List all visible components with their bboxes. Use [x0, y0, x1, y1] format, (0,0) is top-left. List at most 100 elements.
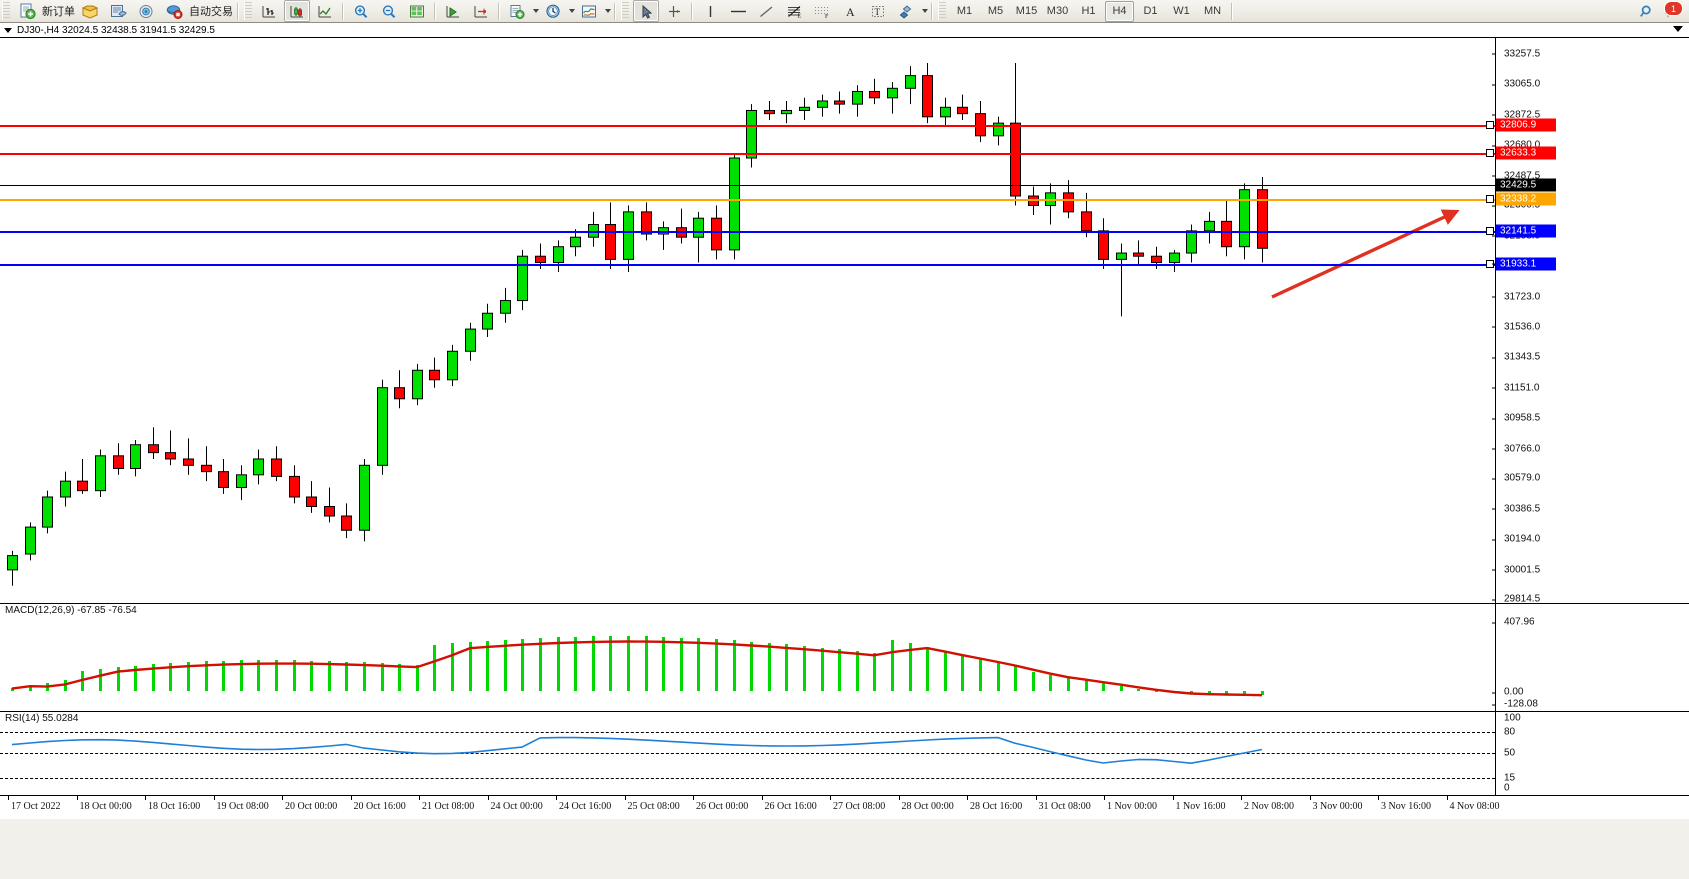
time-label: 25 Oct 08:00 [628, 801, 680, 812]
crosshair-icon[interactable] [661, 0, 687, 22]
time-tick [1173, 796, 1174, 800]
chart-scroll-indicator[interactable] [1673, 26, 1683, 32]
bar-chart-icon[interactable] [256, 0, 282, 22]
level-line-last-price[interactable] [0, 185, 1495, 186]
rsi-canvas[interactable]: RSI(14) 55.0284 [0, 712, 1495, 795]
price-tick: 30958.5 [1496, 413, 1540, 424]
templates-icon[interactable] [404, 0, 430, 22]
chart-toolbar-grip[interactable] [244, 2, 252, 20]
rsi-tick: 50 [1496, 748, 1515, 759]
level-price-label-support-lower[interactable]: 31933.1 [1496, 257, 1556, 270]
indicators-dropdown-caret[interactable] [533, 9, 539, 13]
auto-scroll-icon[interactable] [440, 0, 466, 22]
time-tick [8, 796, 9, 800]
vertical-line-icon[interactable] [697, 0, 723, 22]
channel-icon[interactable]: F [809, 0, 835, 22]
shapes-icon[interactable] [893, 0, 919, 22]
time-label: 26 Oct 16:00 [765, 801, 817, 812]
time-label: 19 Oct 08:00 [217, 801, 269, 812]
objects-toolbar-grip[interactable] [621, 2, 629, 20]
price-tick: 31723.0 [1496, 291, 1540, 302]
line-chart-icon[interactable] [312, 0, 338, 22]
level-anchor-pivot[interactable] [1486, 195, 1494, 203]
level-price-label-last-price[interactable]: 32429.5 [1496, 179, 1556, 192]
chart-window: DJ30-,H4 32024.5 32438.5 31941.5 32429.5 [0, 22, 1689, 865]
level-price-label-resistance-upper[interactable]: 32806.9 [1496, 119, 1556, 132]
price-canvas[interactable] [0, 38, 1495, 603]
toolbar-separator-4 [498, 3, 500, 20]
macd-signal-line [0, 604, 1495, 711]
indicators-icon[interactable] [504, 0, 530, 22]
chart-shift-icon[interactable] [468, 0, 494, 22]
search-icon[interactable] [1634, 0, 1660, 22]
level-line-resistance-upper[interactable] [0, 125, 1495, 127]
chart-menu-triangle[interactable] [4, 28, 12, 33]
templates-dropdown-caret[interactable] [605, 9, 611, 13]
level-line-resistance-lower[interactable] [0, 153, 1495, 155]
shapes-dropdown-caret[interactable] [922, 9, 928, 13]
data-window-icon[interactable] [105, 0, 131, 22]
level-price-label-pivot[interactable]: 32338.2 [1496, 193, 1556, 206]
level-anchor-support-upper[interactable] [1486, 227, 1494, 235]
level-line-support-lower[interactable] [0, 264, 1495, 266]
time-tick [419, 796, 420, 800]
toolbar-grip[interactable] [2, 2, 10, 20]
text-icon[interactable]: A [837, 0, 863, 22]
new-order-label[interactable]: 新订单 [41, 3, 76, 19]
time-tick [693, 796, 694, 800]
cursor-icon[interactable] [633, 0, 659, 22]
timeframe-w1[interactable]: W1 [1167, 1, 1196, 22]
macd-canvas[interactable]: MACD(12,26,9) -67.85 -76.54 [0, 604, 1495, 711]
new-order-button[interactable] [14, 0, 40, 22]
fibonacci-icon[interactable]: E [781, 0, 807, 22]
time-label: 28 Oct 00:00 [902, 801, 954, 812]
periods-dropdown-caret[interactable] [569, 9, 575, 13]
timeframe-m30[interactable]: M30 [1043, 1, 1072, 22]
level-anchor-resistance-upper[interactable] [1486, 121, 1494, 129]
templates-manager-icon[interactable] [576, 0, 602, 22]
zoom-out-icon[interactable] [376, 0, 402, 22]
rsi-label: RSI(14) 55.0284 [5, 713, 78, 724]
timeframe-mn[interactable]: MN [1198, 1, 1227, 22]
periods-toolbar-grip[interactable] [938, 2, 946, 20]
level-price-label-support-upper[interactable]: 32141.5 [1496, 224, 1556, 237]
timeframe-d1[interactable]: D1 [1136, 1, 1165, 22]
candlestick-chart-icon[interactable] [284, 0, 310, 22]
autotrade-icon[interactable] [161, 0, 187, 22]
time-label: 24 Oct 00:00 [491, 801, 543, 812]
periods-icon[interactable] [540, 0, 566, 22]
level-anchor-resistance-lower[interactable] [1486, 149, 1494, 157]
timeframe-h1[interactable]: H1 [1074, 1, 1103, 22]
navigator-icon[interactable] [133, 0, 159, 22]
level-price-label-resistance-lower[interactable]: 32633.3 [1496, 146, 1556, 159]
zoom-in-icon[interactable] [348, 0, 374, 22]
price-tick: 33257.5 [1496, 48, 1540, 59]
time-label: 2 Nov 08:00 [1244, 801, 1294, 812]
time-tick [1310, 796, 1311, 800]
time-tick [1241, 796, 1242, 800]
macd-tick: -128.08 [1496, 699, 1538, 710]
alerts-count-badge: 1 [1664, 1, 1683, 16]
price-pane[interactable]: 33257.533065.032872.532680.032487.532300… [0, 37, 1689, 603]
timeframe-m15[interactable]: M15 [1012, 1, 1041, 22]
uptrend-arrow-annotation[interactable] [0, 38, 1495, 603]
trendline-icon[interactable] [753, 0, 779, 22]
level-line-pivot[interactable] [0, 199, 1495, 201]
autotrade-label[interactable]: 自动交易 [188, 3, 234, 19]
time-label: 4 Nov 08:00 [1450, 801, 1500, 812]
alerts-button[interactable]: 1 [1661, 2, 1683, 20]
time-label: 3 Nov 16:00 [1381, 801, 1431, 812]
timeframe-m1[interactable]: M1 [950, 1, 979, 22]
level-line-support-upper[interactable] [0, 231, 1495, 233]
terminal-icon[interactable] [77, 0, 103, 22]
timeframe-h4[interactable]: H4 [1105, 1, 1134, 22]
timeframe-m5[interactable]: M5 [981, 1, 1010, 22]
time-label: 18 Oct 16:00 [148, 801, 200, 812]
horizontal-line-icon[interactable] [725, 0, 751, 22]
text-label-icon[interactable]: T [865, 0, 891, 22]
